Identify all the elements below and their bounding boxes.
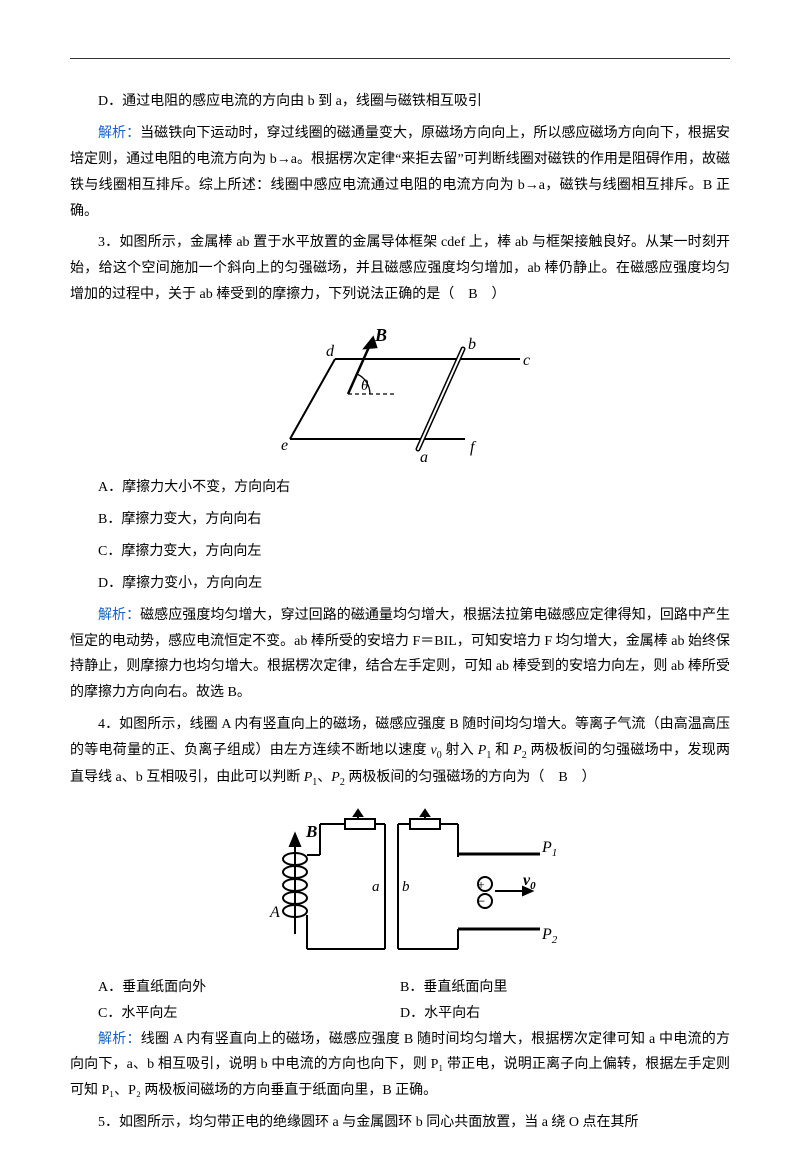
svg-text:a: a [372,879,380,895]
q3-stem: 3．如图所示，金属棒 ab 置于水平放置的金属导体框架 cdef 上，棒 ab … [70,230,730,308]
analysis-label: 解析： [98,1032,141,1047]
svg-text:A: A [269,904,280,921]
svg-text:e: e [281,437,288,454]
prev-analysis: 解析：当磁铁向下运动时，穿过线圈的磁通量变大，原磁场方向向上，所以感应磁场方向向… [70,121,730,225]
svg-text:b: b [468,336,476,353]
q4-option-c: C．水平向左 [70,1001,400,1027]
q5-stem: 5．如图所示，均匀带正电的绝缘圆环 a 与金属圆环 b 同心共面放置，当 a 绕… [70,1110,730,1136]
svg-text:+: + [477,877,484,892]
q4-analysis: 解析：线圈 A 内有竖直向上的磁场，磁感应强度 B 随时间均匀增大，根据楞次定律… [70,1027,730,1105]
svg-text:P1: P1 [541,839,557,859]
q4-option-a: A．垂直纸面向外 [70,975,400,1001]
svg-text:c: c [523,352,530,369]
q4-options-row2: C．水平向左 D．水平向右 [70,1001,730,1027]
q4-options-row1: A．垂直纸面向外 B．垂直纸面向里 [70,975,730,1001]
q3-option-c: C．摩擦力变大，方向向左 [70,539,730,565]
q4-option-b: B．垂直纸面向里 [400,975,730,1001]
q3-option-b: B．摩擦力变大，方向向右 [70,507,730,533]
svg-text:B: B [305,822,317,841]
q3-option-d: D．摩擦力变小，方向向左 [70,571,730,597]
svg-text:θ: θ [361,378,369,394]
analysis-label: 解析： [98,608,140,623]
svg-text:f: f [470,439,477,456]
svg-text:B: B [374,325,387,345]
svg-text:d: d [326,343,335,360]
page: D．通过电阻的感应电流的方向由 b 到 a，线圈与磁铁相互吸引 解析：当磁铁向下… [0,0,800,1172]
q4-figure: B A a b P1 P2 + − v0 [70,799,730,969]
analysis-label: 解析： [98,126,140,141]
svg-text:a: a [420,449,428,464]
q4-option-d: D．水平向右 [400,1001,730,1027]
q4-analysis-text: 线圈 A 内有竖直向上的磁场，磁感应强度 B 随时间均匀增大，根据楞次定律可知 … [70,1032,730,1099]
q4-stem: 4．如图所示，线圈 A 内有竖直向上的磁场，磁感应强度 B 随时间均匀增大。等离… [70,712,730,792]
svg-text:b: b [402,879,410,895]
prev-option-d: D．通过电阻的感应电流的方向由 b 到 a，线圈与磁铁相互吸引 [70,89,730,115]
top-rule [70,58,730,59]
svg-text:−: − [477,894,485,910]
q3-analysis-text: 磁感应强度均匀增大，穿过回路的磁通量均匀增大，根据法拉第电磁感应定律得知，回路中… [70,608,730,701]
q3-option-a: A．摩擦力大小不变，方向向右 [70,475,730,501]
svg-text:P2: P2 [541,926,558,946]
q3-analysis: 解析：磁感应强度均匀增大，穿过回路的磁通量均匀增大，根据法拉第电磁感应定律得知，… [70,603,730,707]
q3-figure: B θ d c e f a b [70,314,730,469]
prev-analysis-text: 当磁铁向下运动时，穿过线圈的磁通量变大，原磁场方向向上，所以感应磁场方向向下，根… [70,126,730,219]
